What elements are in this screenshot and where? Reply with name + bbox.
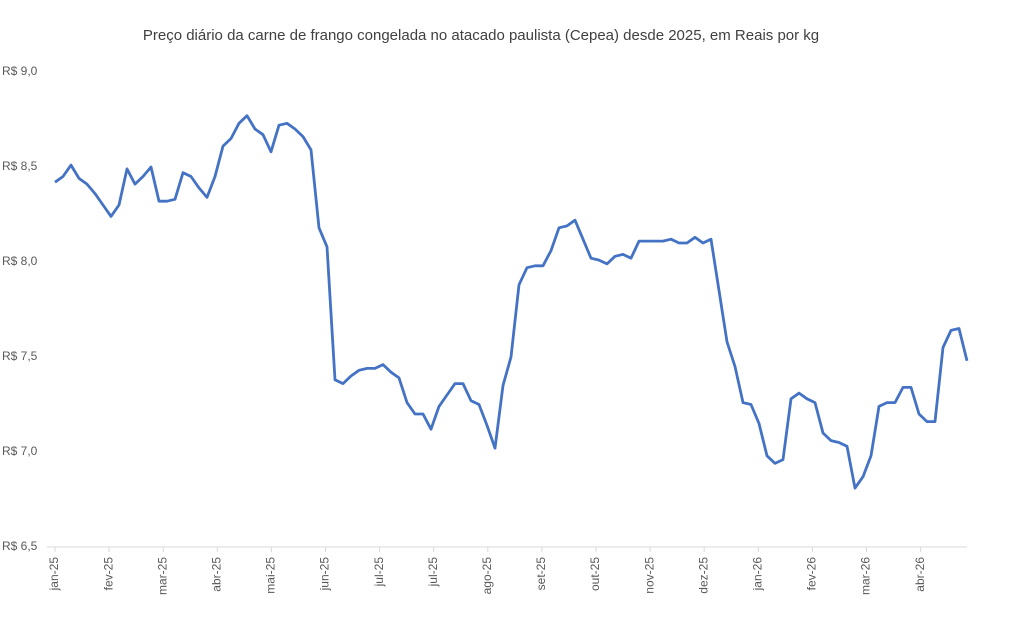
y-tick-label: R$ 8,5 <box>2 159 38 173</box>
x-tick-label: abr-25 <box>209 557 223 592</box>
y-tick-label: R$ 7,5 <box>2 349 38 363</box>
x-tick-label: jan-25 <box>47 557 61 592</box>
x-tick-label: abr-26 <box>913 557 927 592</box>
x-tick-label: jul-25 <box>426 557 440 588</box>
x-tick-label: nov-25 <box>642 557 656 594</box>
x-tick-label: set-25 <box>534 557 548 591</box>
y-tick-label: R$ 9,0 <box>2 64 38 78</box>
x-tick-label: fev-26 <box>805 557 819 591</box>
x-tick-label: out-25 <box>588 557 602 591</box>
y-tick-label: R$ 8,0 <box>2 254 38 268</box>
y-tick-label: R$ 6,5 <box>2 539 38 553</box>
y-tick-label: R$ 7,0 <box>2 444 38 458</box>
x-tick-label: jan-26 <box>750 557 764 592</box>
x-tick-label: fev-25 <box>101 557 115 591</box>
x-tick-label: dez-25 <box>696 557 710 594</box>
price-line <box>54 114 969 490</box>
x-tick-label: jun-25 <box>318 557 332 592</box>
x-tick-label: mar-25 <box>155 557 169 595</box>
x-tick-label: ago-25 <box>480 557 494 595</box>
x-tick-label: mar-26 <box>859 557 873 595</box>
chart-title: Preço diário da carne de frango congelad… <box>143 27 819 44</box>
x-tick-label: mai-25 <box>264 557 278 594</box>
x-tick-label: jul-25 <box>372 557 386 588</box>
